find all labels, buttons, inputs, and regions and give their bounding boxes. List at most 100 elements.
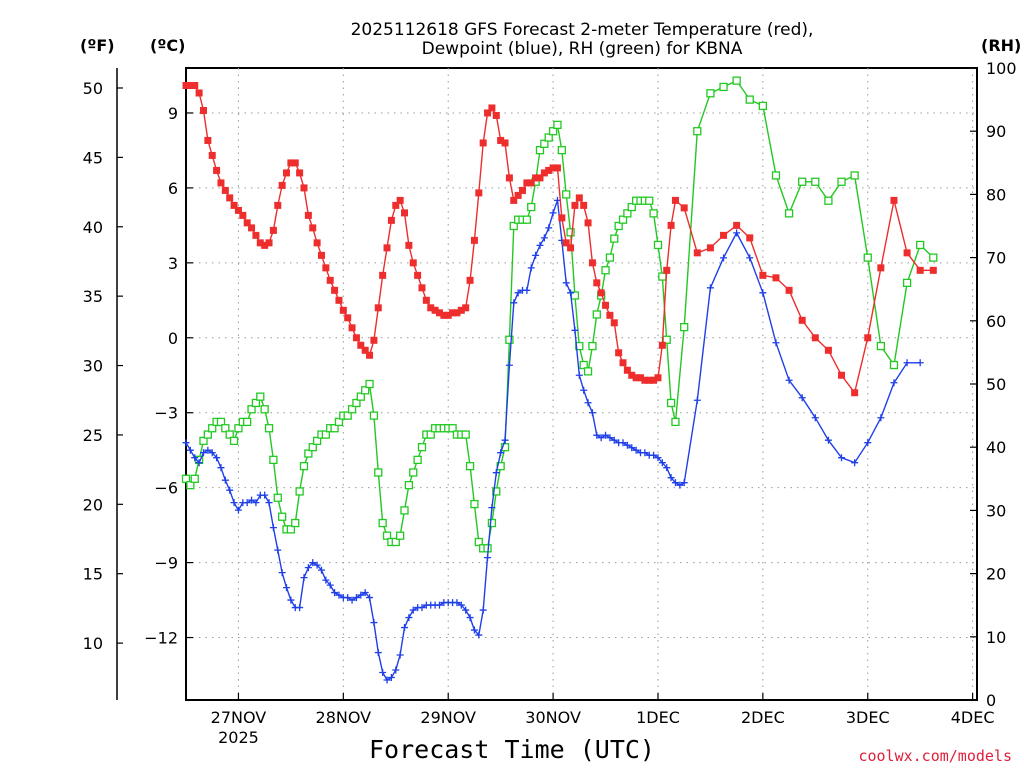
temperature-point — [567, 244, 575, 252]
dewpoint-point — [514, 289, 522, 297]
dewpoint-point — [475, 631, 483, 639]
dewpoint-point — [877, 414, 885, 422]
dewpoint-point — [903, 359, 911, 367]
temperature-point — [497, 136, 505, 144]
rh-point — [229, 436, 239, 446]
temperature-point — [256, 239, 264, 247]
rh-point — [666, 398, 676, 408]
temperature-point — [632, 374, 640, 382]
temperature-point — [191, 81, 199, 89]
temperature-point — [623, 366, 631, 374]
temperature-point — [462, 304, 470, 312]
dewpoint-point — [387, 674, 395, 682]
rh-point — [671, 417, 680, 427]
temperature-point — [387, 216, 395, 224]
dewpoint-point — [824, 436, 832, 444]
dewpoint-point — [641, 449, 649, 457]
rh-point — [426, 430, 435, 439]
x-tick-label: 29NOV — [420, 708, 476, 727]
rh-point — [758, 101, 768, 111]
dewpoint-point — [680, 479, 688, 487]
rh-point — [308, 443, 317, 452]
dewpoint-point — [261, 491, 269, 499]
dewpoint-point — [619, 439, 627, 447]
f-tick-label: 35 — [83, 287, 103, 306]
rh-point — [745, 95, 754, 104]
temperature-point — [435, 309, 443, 317]
dewpoint-point — [540, 234, 548, 242]
temperature-point — [580, 201, 588, 209]
temperature-point — [619, 359, 627, 367]
temperature-point — [296, 169, 304, 177]
temperature-point — [453, 309, 461, 317]
dewpoint-point — [584, 399, 592, 407]
rh-point — [400, 506, 409, 515]
dewpoint-point — [274, 546, 282, 554]
dewpoint-point — [492, 469, 500, 477]
rh-point — [356, 392, 365, 401]
rh-point — [863, 253, 872, 262]
rh-tick-label: 50 — [986, 375, 1006, 394]
temperature-point — [505, 174, 513, 182]
dewpoint-point — [580, 386, 588, 394]
dewpoint-point — [357, 591, 365, 599]
temperature-point — [671, 196, 679, 204]
temperature-point — [706, 244, 714, 252]
rh-point — [889, 360, 899, 370]
temperature-point — [186, 81, 194, 89]
temperature-point — [199, 106, 207, 114]
temperature-point — [331, 286, 339, 294]
temperature-point — [654, 374, 662, 382]
rh-point — [264, 424, 274, 433]
rh-point — [527, 202, 536, 212]
dewpoint-point — [545, 224, 553, 232]
dewpoint-point — [571, 326, 579, 334]
temperature-point — [553, 164, 561, 172]
rh-point — [291, 518, 300, 528]
rh-point — [404, 480, 414, 490]
dewpoint-point — [658, 459, 666, 467]
dewpoint-point — [623, 441, 631, 449]
rh-point — [579, 360, 588, 370]
temperature-point — [326, 276, 334, 284]
c-tick-label: 3 — [168, 254, 178, 273]
dewpoint-point — [265, 499, 273, 507]
dewpoint-point — [278, 569, 286, 577]
rh-point — [824, 196, 833, 205]
dewpoint-point — [838, 454, 846, 462]
rh-point — [369, 411, 379, 420]
dewpoint-point — [746, 254, 754, 262]
dewpoint-point — [720, 254, 728, 262]
rh-tick-label: 40 — [986, 438, 1006, 457]
rh-point — [544, 133, 553, 142]
temperature-point — [195, 89, 203, 97]
dewpoint-point — [199, 449, 207, 457]
dewpoint-point — [366, 594, 374, 602]
dewpoint-point — [663, 464, 671, 472]
rh-point — [876, 341, 886, 351]
rh-point — [566, 228, 575, 237]
dewpoint-point — [484, 554, 492, 562]
dewpoint-point — [370, 619, 378, 627]
temperature-point — [440, 311, 448, 319]
temperature-point — [304, 211, 312, 219]
rh-tick-label: 80 — [986, 185, 1006, 204]
c-tick-label: 6 — [168, 179, 178, 198]
dewpoint-point — [230, 499, 238, 507]
rh-point — [391, 537, 400, 547]
chart-title-line1: 2025112618 GFS Forecast 2-meter Temperat… — [351, 20, 814, 40]
series-temperature-c — [182, 81, 937, 397]
temperature-point — [374, 304, 382, 312]
c-tick-label: −12 — [144, 629, 178, 648]
grid-lines — [186, 68, 977, 700]
dewpoint-point — [759, 289, 767, 297]
rh-point — [256, 392, 265, 401]
temperature-point — [545, 166, 553, 174]
temperature-point — [693, 249, 701, 257]
dewpoint-point — [409, 606, 417, 614]
f-tick-label: 45 — [83, 148, 103, 167]
dewpoint-point — [335, 591, 343, 599]
series-line — [186, 84, 934, 395]
rh-point — [627, 202, 636, 212]
rh-point — [461, 430, 470, 439]
